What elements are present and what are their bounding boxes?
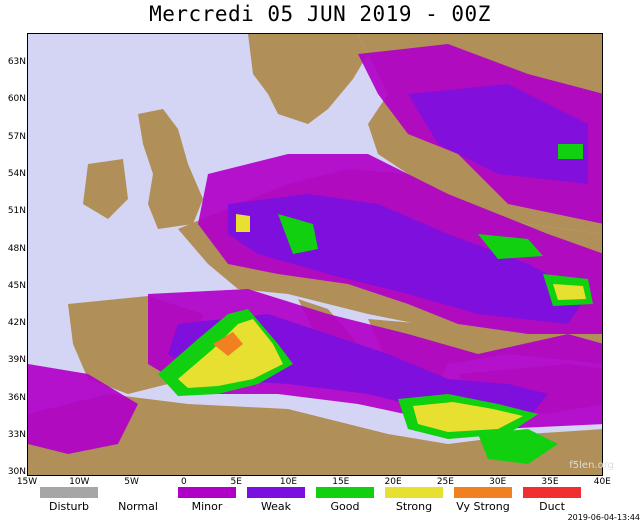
lat-label: 60N [7,94,26,105]
ireland-land [83,159,128,219]
lat-label: 63N [7,57,26,67]
legend-label: Duct [539,500,565,513]
strong-zone-blacksea [553,284,586,300]
britain-land [138,109,203,229]
lat-label: 36N [7,392,26,403]
lat-label: 45N [7,280,26,291]
legend-swatch [178,487,236,498]
north-africa-land [28,394,602,475]
legend-label: Minor [191,500,223,513]
legend-swatch [454,487,512,498]
legend-swatch [247,487,305,498]
good-zone-egypt [478,429,558,464]
map-canvas [28,34,602,475]
legend-swatch [523,487,581,498]
good-zone-russia [558,144,583,159]
good-zone-ukraine [478,234,543,259]
lat-label: 57N [7,131,26,142]
lat-label: 42N [7,318,26,329]
legend-label: Weak [260,500,292,513]
lat-label: 48N [7,243,26,254]
lat-label: 39N [7,355,26,366]
lon-label: 15E [332,477,350,487]
lat-label: 54N [7,168,26,179]
strong-zone-libya [413,402,523,432]
credit-text: f5len.org [569,460,614,471]
lat-label: 51N [7,206,26,217]
vystrong-zone-spain [213,332,243,356]
lon-label: 20E [384,477,402,487]
timestamp: 2019-06-04-13:44 [567,513,640,522]
lon-label: 0 [181,477,187,487]
legend-swatch [40,487,98,498]
minor-zone-sw [28,364,138,454]
legend-label: Good [330,500,360,513]
lon-label: 5W [124,477,139,487]
map-title: Mercredi 05 JUN 2019 - 00Z [149,2,491,26]
lon-label: 10E [279,477,298,487]
lon-label: 30E [489,477,507,487]
legend-swatch [109,487,167,498]
lat-label: 30N [7,467,26,478]
lon-label: 10W [69,477,90,487]
legend-swatch [316,487,374,498]
lon-label: 5E [230,477,242,487]
legend-label: Strong [395,500,433,513]
legend-label: Vy Strong [456,500,510,513]
lon-label: 35E [541,477,559,487]
lat-label: 33N [7,430,26,440]
legend-label: Normal [118,500,158,513]
legend-label: Disturb [48,500,90,513]
propagation-map [27,33,603,476]
strong-zone-france [236,214,250,232]
weak-zone-central [228,194,588,324]
good-zone-france [278,214,318,254]
lon-label: 25E [436,477,454,487]
legend-swatch [385,487,443,498]
scandinavia-land [248,34,368,124]
lon-label: 15W [16,477,38,487]
lon-label: 40E [593,477,611,487]
weak-zone-north [408,84,588,184]
